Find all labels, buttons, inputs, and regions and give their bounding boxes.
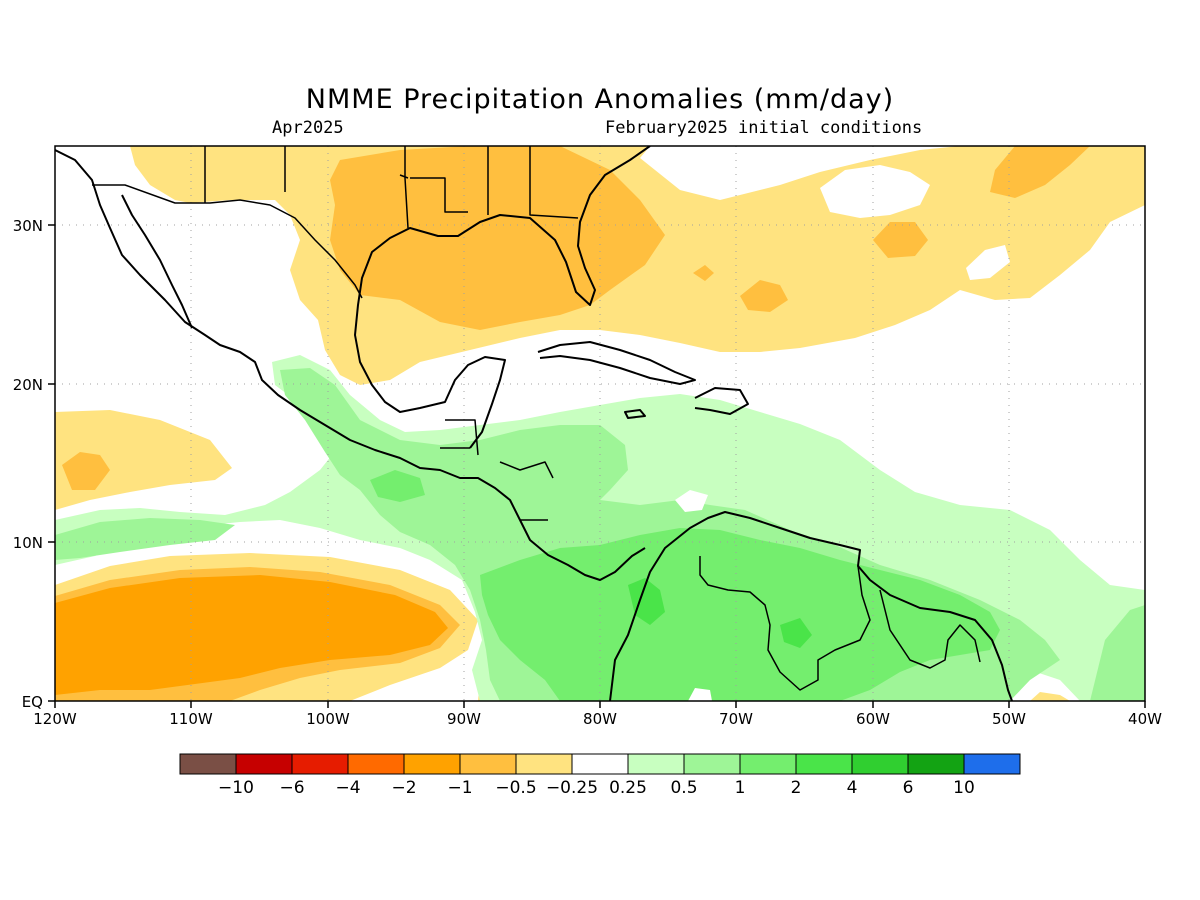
- colorbar-swatch: [515, 753, 573, 775]
- anomaly-near-zero: [688, 688, 712, 701]
- anomaly-wet-bright: [628, 578, 665, 625]
- x-tick-label: 110W: [169, 710, 213, 728]
- anomaly-near-zero: [675, 490, 708, 512]
- y-tick-label: 20N: [13, 376, 43, 394]
- coastlines: [55, 146, 1013, 701]
- y-tick-label: EQ: [22, 693, 43, 711]
- colorbar-label: 0.25: [609, 778, 647, 798]
- anomaly-dry-dark: [55, 575, 448, 695]
- colorbar-swatch: [347, 753, 405, 775]
- colorbar-label: −4: [335, 778, 360, 798]
- colorbar-swatch: [739, 753, 797, 775]
- border-us-states: [204, 146, 579, 229]
- colorbar-swatch: [851, 753, 909, 775]
- coast-jamaica: [624, 409, 646, 419]
- colorbar-label: 10: [953, 778, 975, 798]
- border-guianas: [879, 589, 981, 669]
- y-axis-labels: EQ 10N 20N 30N: [13, 217, 43, 711]
- colorbar-swatch: [963, 753, 1021, 775]
- anomaly-wet-bright: [780, 618, 812, 648]
- colorbar-swatch: [459, 753, 517, 775]
- anomaly-dry-medium: [693, 265, 714, 281]
- colorbar-swatch: [907, 753, 965, 775]
- anomaly-near-zero: [966, 245, 1010, 280]
- x-tick-label: 50W: [992, 710, 1026, 728]
- anomaly-dry-light: [1030, 692, 1070, 701]
- colorbar-label: 4: [847, 778, 858, 798]
- colorbar: −10 −6 −4 −2 −1 −0.5 −0.25 0.25 0.5 1 2 4 6 10: [179, 753, 1021, 798]
- colorbar-label: −0.5: [495, 778, 536, 798]
- coast-gulf: [354, 146, 651, 449]
- colorbar-swatch: [403, 753, 461, 775]
- anomaly-dry-medium: [330, 146, 665, 330]
- map-gridlines: [55, 146, 1145, 701]
- border-us-mexico: [92, 184, 363, 299]
- colorbar-label: 6: [903, 778, 914, 798]
- colorbar-swatch: [571, 753, 629, 775]
- anomaly-dry-medium: [873, 222, 928, 258]
- colorbar-swatch: [683, 753, 741, 775]
- colorbar-swatch: [795, 753, 853, 775]
- colorbar-label: 2: [791, 778, 802, 798]
- colorbar-label: −1: [447, 778, 472, 798]
- map-title: NMME Precipitation Anomalies (mm/day): [305, 84, 895, 115]
- x-tick-label: 80W: [583, 710, 617, 728]
- anomaly-field: [55, 146, 1145, 701]
- anomaly-dry-medium: [990, 146, 1090, 198]
- border-central-america: [440, 419, 554, 521]
- coast-baja: [121, 194, 193, 329]
- y-tick-label: 10N: [13, 534, 43, 552]
- coast-cuba: [537, 341, 696, 385]
- colorbar-label: 1: [735, 778, 746, 798]
- forecast-month: Apr2025: [272, 118, 344, 138]
- anomaly-wet-green: [370, 470, 425, 502]
- anomaly-dry-medium: [62, 452, 110, 490]
- colorbar-label: 0.5: [670, 778, 697, 798]
- colorbar-label: −2: [391, 778, 416, 798]
- coast-hispaniola: [694, 387, 749, 415]
- x-axis-labels: 120W 110W 100W 90W 80W 70W 60W 50W 40W: [33, 710, 1162, 728]
- coast-south-america: [609, 511, 1013, 701]
- x-tick-label: 100W: [306, 710, 350, 728]
- tick-marks: [48, 224, 1146, 708]
- y-tick-label: 30N: [13, 217, 43, 235]
- border-south-america: [699, 556, 871, 691]
- anomaly-wet-green: [480, 528, 1000, 701]
- x-tick-label: 120W: [33, 710, 77, 728]
- coast-north-america: [55, 149, 646, 581]
- colorbar-swatch: [627, 753, 685, 775]
- x-tick-label: 60W: [856, 710, 890, 728]
- colorbar-swatch: [235, 753, 293, 775]
- x-tick-label: 70W: [719, 710, 753, 728]
- colorbar-label: −10: [218, 778, 254, 798]
- colorbar-swatch: [291, 753, 349, 775]
- colorbar-swatch: [179, 753, 237, 775]
- initial-conditions: February2025 initial conditions: [605, 118, 923, 138]
- x-tick-label: 90W: [447, 710, 481, 728]
- anomaly-dry-light: [55, 410, 232, 510]
- anomaly-dry-medium: [740, 280, 788, 312]
- anomaly-wet-medium: [1090, 605, 1145, 701]
- anomaly-near-zero: [820, 165, 930, 218]
- colorbar-label: −0.25: [546, 778, 598, 798]
- anomaly-wet-medium: [55, 518, 235, 560]
- x-tick-label: 40W: [1128, 710, 1162, 728]
- colorbar-label: −6: [279, 778, 304, 798]
